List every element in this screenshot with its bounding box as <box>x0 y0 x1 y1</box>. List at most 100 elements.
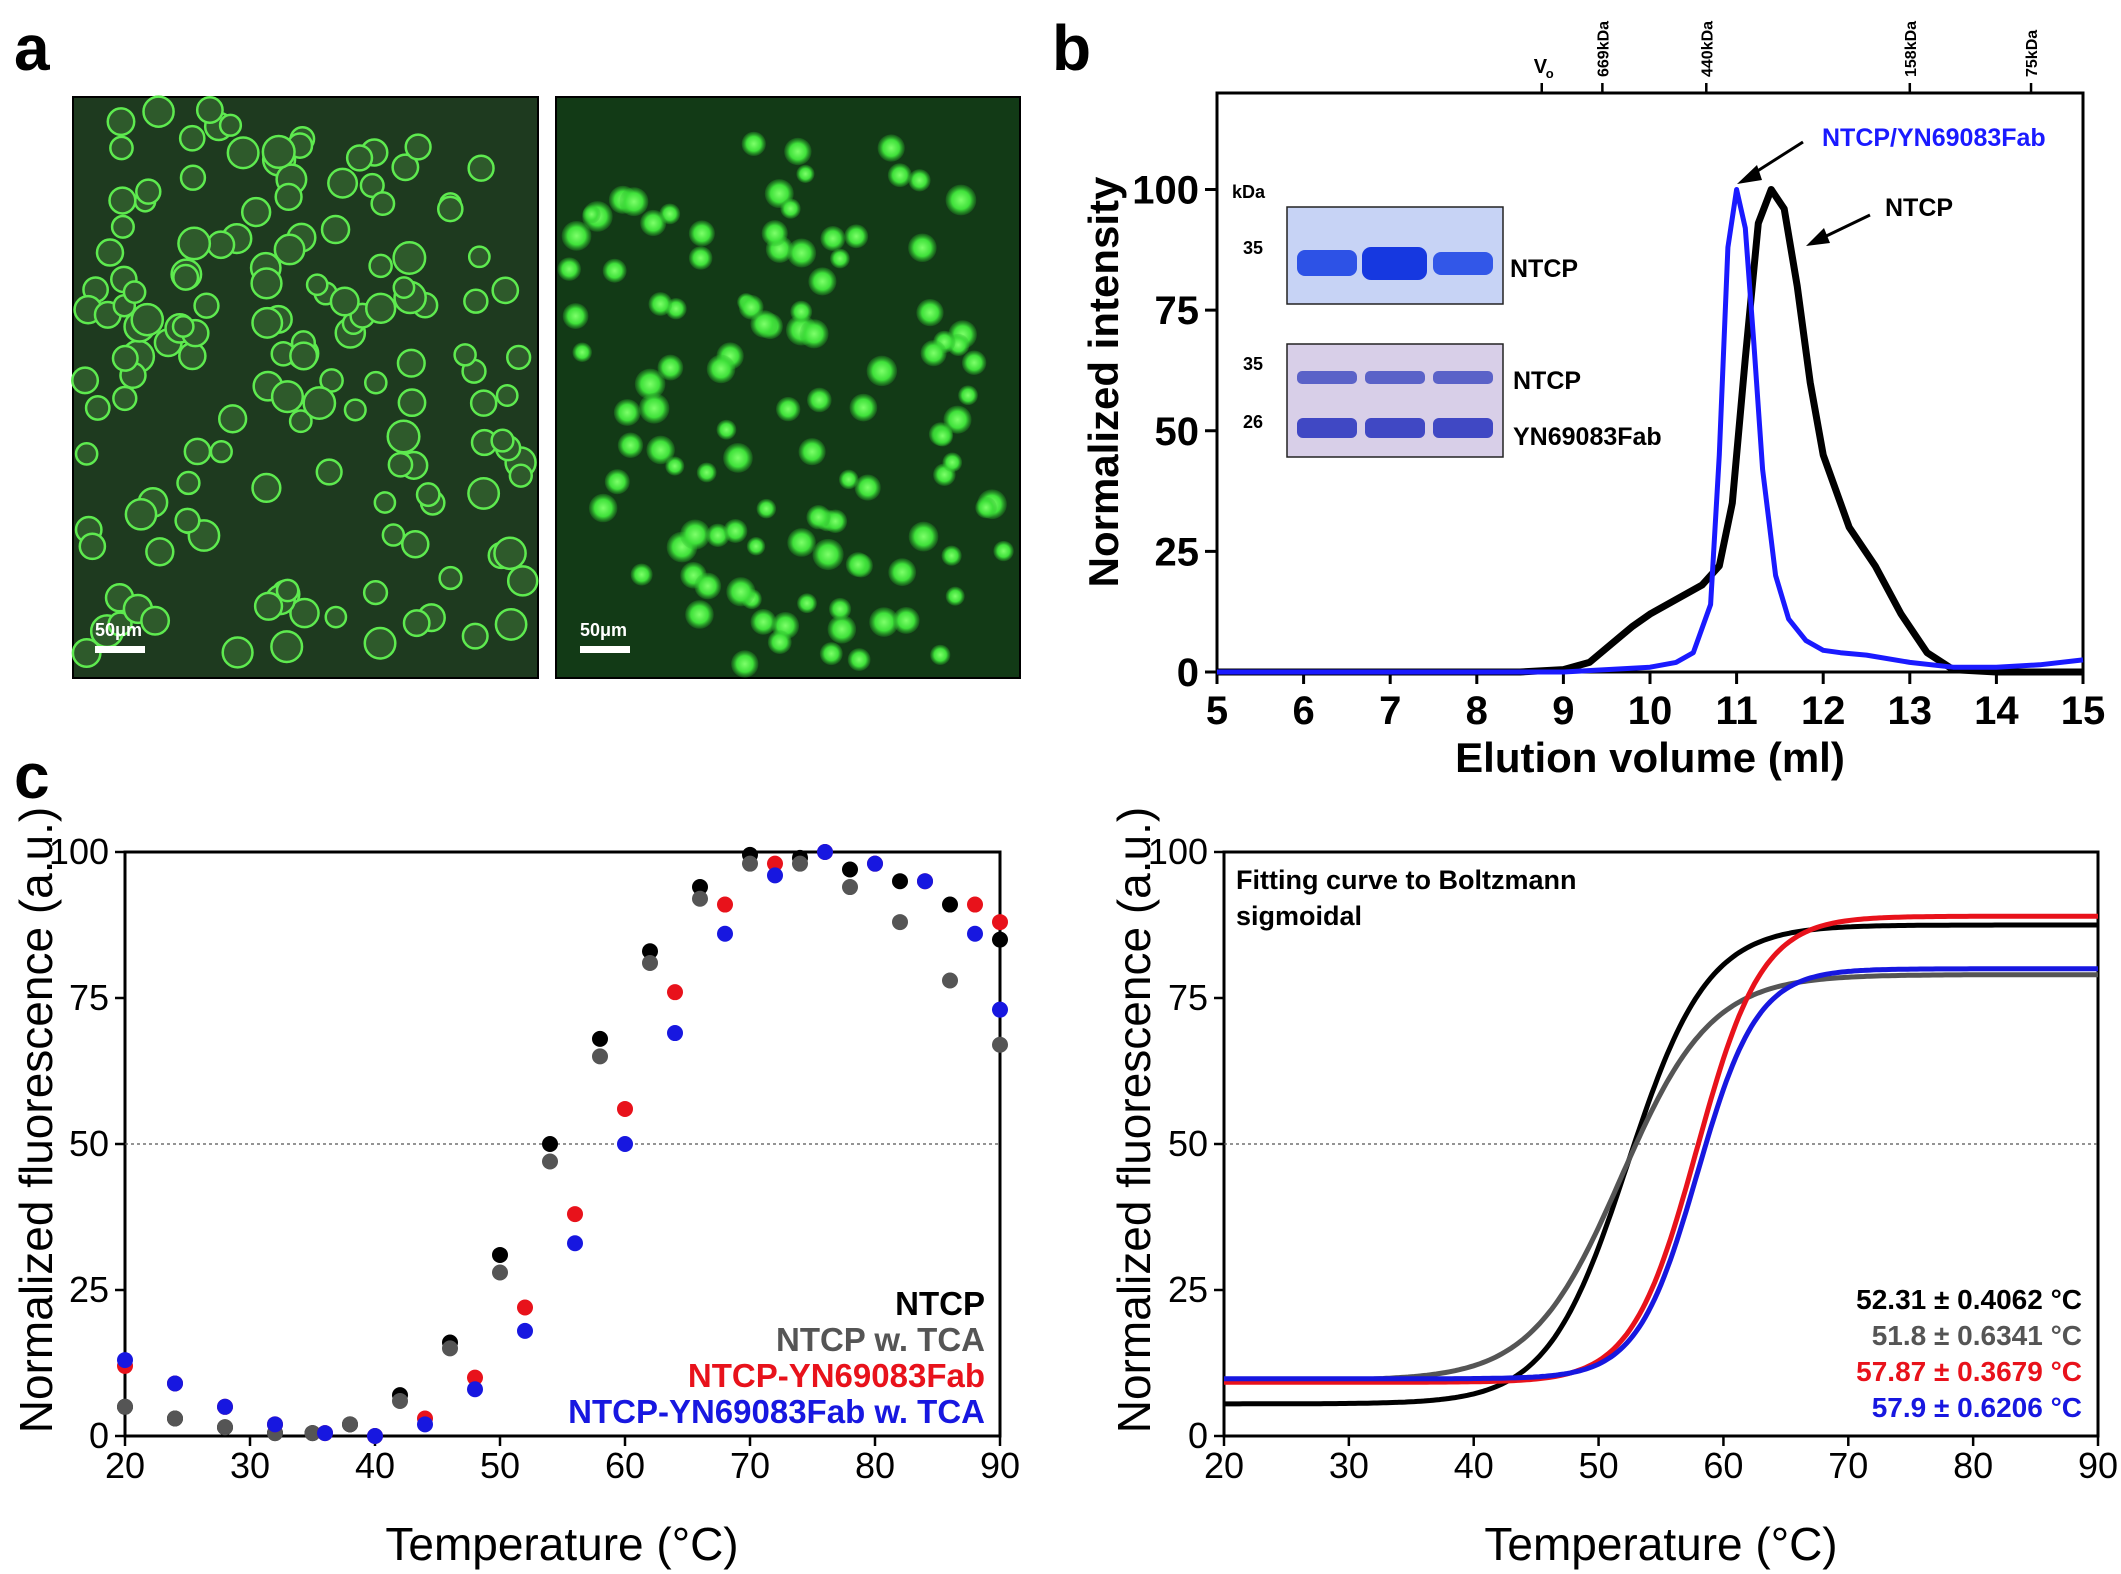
cell <box>174 507 201 534</box>
fluorescent-cell <box>993 540 1014 562</box>
melt-legend-entry: NTCP <box>895 1285 985 1322</box>
fluorescent-cell <box>941 545 962 566</box>
sec-y-axis-title: Normalized intensity <box>1080 176 1127 587</box>
cell <box>183 437 212 466</box>
fluorescent-cell <box>784 137 812 166</box>
melt-x-tick-label: 20 <box>105 1445 145 1486</box>
fluorescent-cell <box>706 354 736 384</box>
fluorescent-cell <box>688 220 715 247</box>
melt-point <box>992 1001 1008 1018</box>
mw-marker-label: 440kDa <box>1699 21 1716 77</box>
melt-point <box>967 896 983 913</box>
melt-point <box>792 855 808 872</box>
cell <box>315 458 343 486</box>
fluorescent-cell <box>942 452 963 473</box>
cell <box>135 178 162 205</box>
cell <box>391 153 420 182</box>
melt-point <box>917 873 933 890</box>
melt-point <box>542 1153 558 1170</box>
sec-x-tick-label: 12 <box>1801 689 1846 733</box>
melt-y-tick-label: 100 <box>49 831 109 872</box>
scale-bar-right <box>580 646 630 653</box>
fluorescent-cell <box>750 608 777 635</box>
fit-curve <box>1224 913 2098 1385</box>
melt-point <box>417 1416 433 1433</box>
fluorescent-cell <box>796 164 815 183</box>
fluorescent-cell <box>561 220 592 251</box>
fluorescent-cell <box>812 538 844 571</box>
gel-bottom-marker-26: 26 <box>1243 412 1263 432</box>
fluorescent-cell <box>588 493 618 523</box>
panel-label-c: c <box>14 740 50 812</box>
fluorescent-cell <box>761 220 788 247</box>
fit-x-tick-label: 40 <box>1454 1445 1494 1486</box>
cell <box>275 578 300 603</box>
cell <box>251 472 282 504</box>
cell <box>145 537 175 567</box>
cell <box>71 366 100 395</box>
fit-y-tick-label: 25 <box>1168 1269 1208 1310</box>
fluorescent-cell <box>780 198 801 219</box>
cell <box>402 609 431 638</box>
cell <box>381 523 406 547</box>
melt-point <box>867 855 883 872</box>
fluorescent-cell <box>746 537 766 556</box>
melt-point <box>692 890 708 907</box>
sec-x-tick-label: 11 <box>1715 689 1757 733</box>
fluorescent-cell <box>806 505 831 530</box>
cell <box>392 241 427 276</box>
cell <box>226 136 260 170</box>
annotation-ntcp: NTCP <box>1885 194 1953 222</box>
melt-y-tick-label: 75 <box>69 977 109 1018</box>
melt-point <box>117 1398 133 1415</box>
melt-x-tick-label: 50 <box>480 1445 520 1486</box>
fluorescent-cell <box>916 298 944 327</box>
cell <box>273 233 306 266</box>
melt-point <box>717 925 733 942</box>
fluorescent-cell <box>688 246 713 270</box>
fluorescent-cell <box>877 134 905 162</box>
melt-point <box>642 943 658 960</box>
fluorescent-cell <box>648 292 673 316</box>
fluorescent-cell <box>602 258 627 283</box>
melt-point <box>317 1425 333 1442</box>
cell <box>461 622 489 650</box>
melt-point <box>442 1340 458 1357</box>
fluorescent-cell <box>798 438 826 466</box>
cell <box>289 597 320 629</box>
fluorescent-cell <box>613 399 641 426</box>
melt-point <box>667 1025 683 1042</box>
fluorescent-cell <box>619 187 649 217</box>
fluorescent-cell <box>750 310 778 338</box>
cell <box>270 630 304 664</box>
cell <box>345 144 374 172</box>
melt-x-tick-label: 40 <box>355 1445 395 1486</box>
melt-point <box>942 896 958 913</box>
fluorescent-cell <box>908 169 931 192</box>
fit-x-tick-label: 60 <box>1703 1445 1743 1486</box>
cell <box>392 276 416 299</box>
melt-point <box>992 931 1008 948</box>
fit-y-tick-label: 50 <box>1168 1123 1208 1164</box>
cell <box>240 196 272 228</box>
panel-label-b: b <box>1052 12 1091 84</box>
fluorescent-cell <box>716 419 737 440</box>
cell <box>436 195 464 223</box>
cell <box>250 267 283 300</box>
cell <box>469 389 498 417</box>
melt-curve-chart: 20 30 40 50 60 70 80 90 0 25 50 75 100 Temperature (… <box>10 807 1020 1570</box>
melt-point <box>842 861 858 878</box>
cell <box>221 636 254 669</box>
fit-x-tick-label: 80 <box>1953 1445 1993 1486</box>
melt-point <box>692 879 708 896</box>
fluorescent-cell <box>908 233 937 263</box>
cell <box>453 343 477 367</box>
melt-point <box>842 879 858 896</box>
cell <box>463 288 489 314</box>
melt-point <box>542 1136 558 1152</box>
cell <box>387 451 414 478</box>
fit-tm-value: 51.8 ± 0.6341 °C <box>1872 1320 2082 1351</box>
fit-x-tick-label: 90 <box>2078 1445 2118 1486</box>
fit-title-line2: sigmoidal <box>1236 901 1362 931</box>
gel-band-fab-label: YN69083Fab <box>1513 423 1662 451</box>
